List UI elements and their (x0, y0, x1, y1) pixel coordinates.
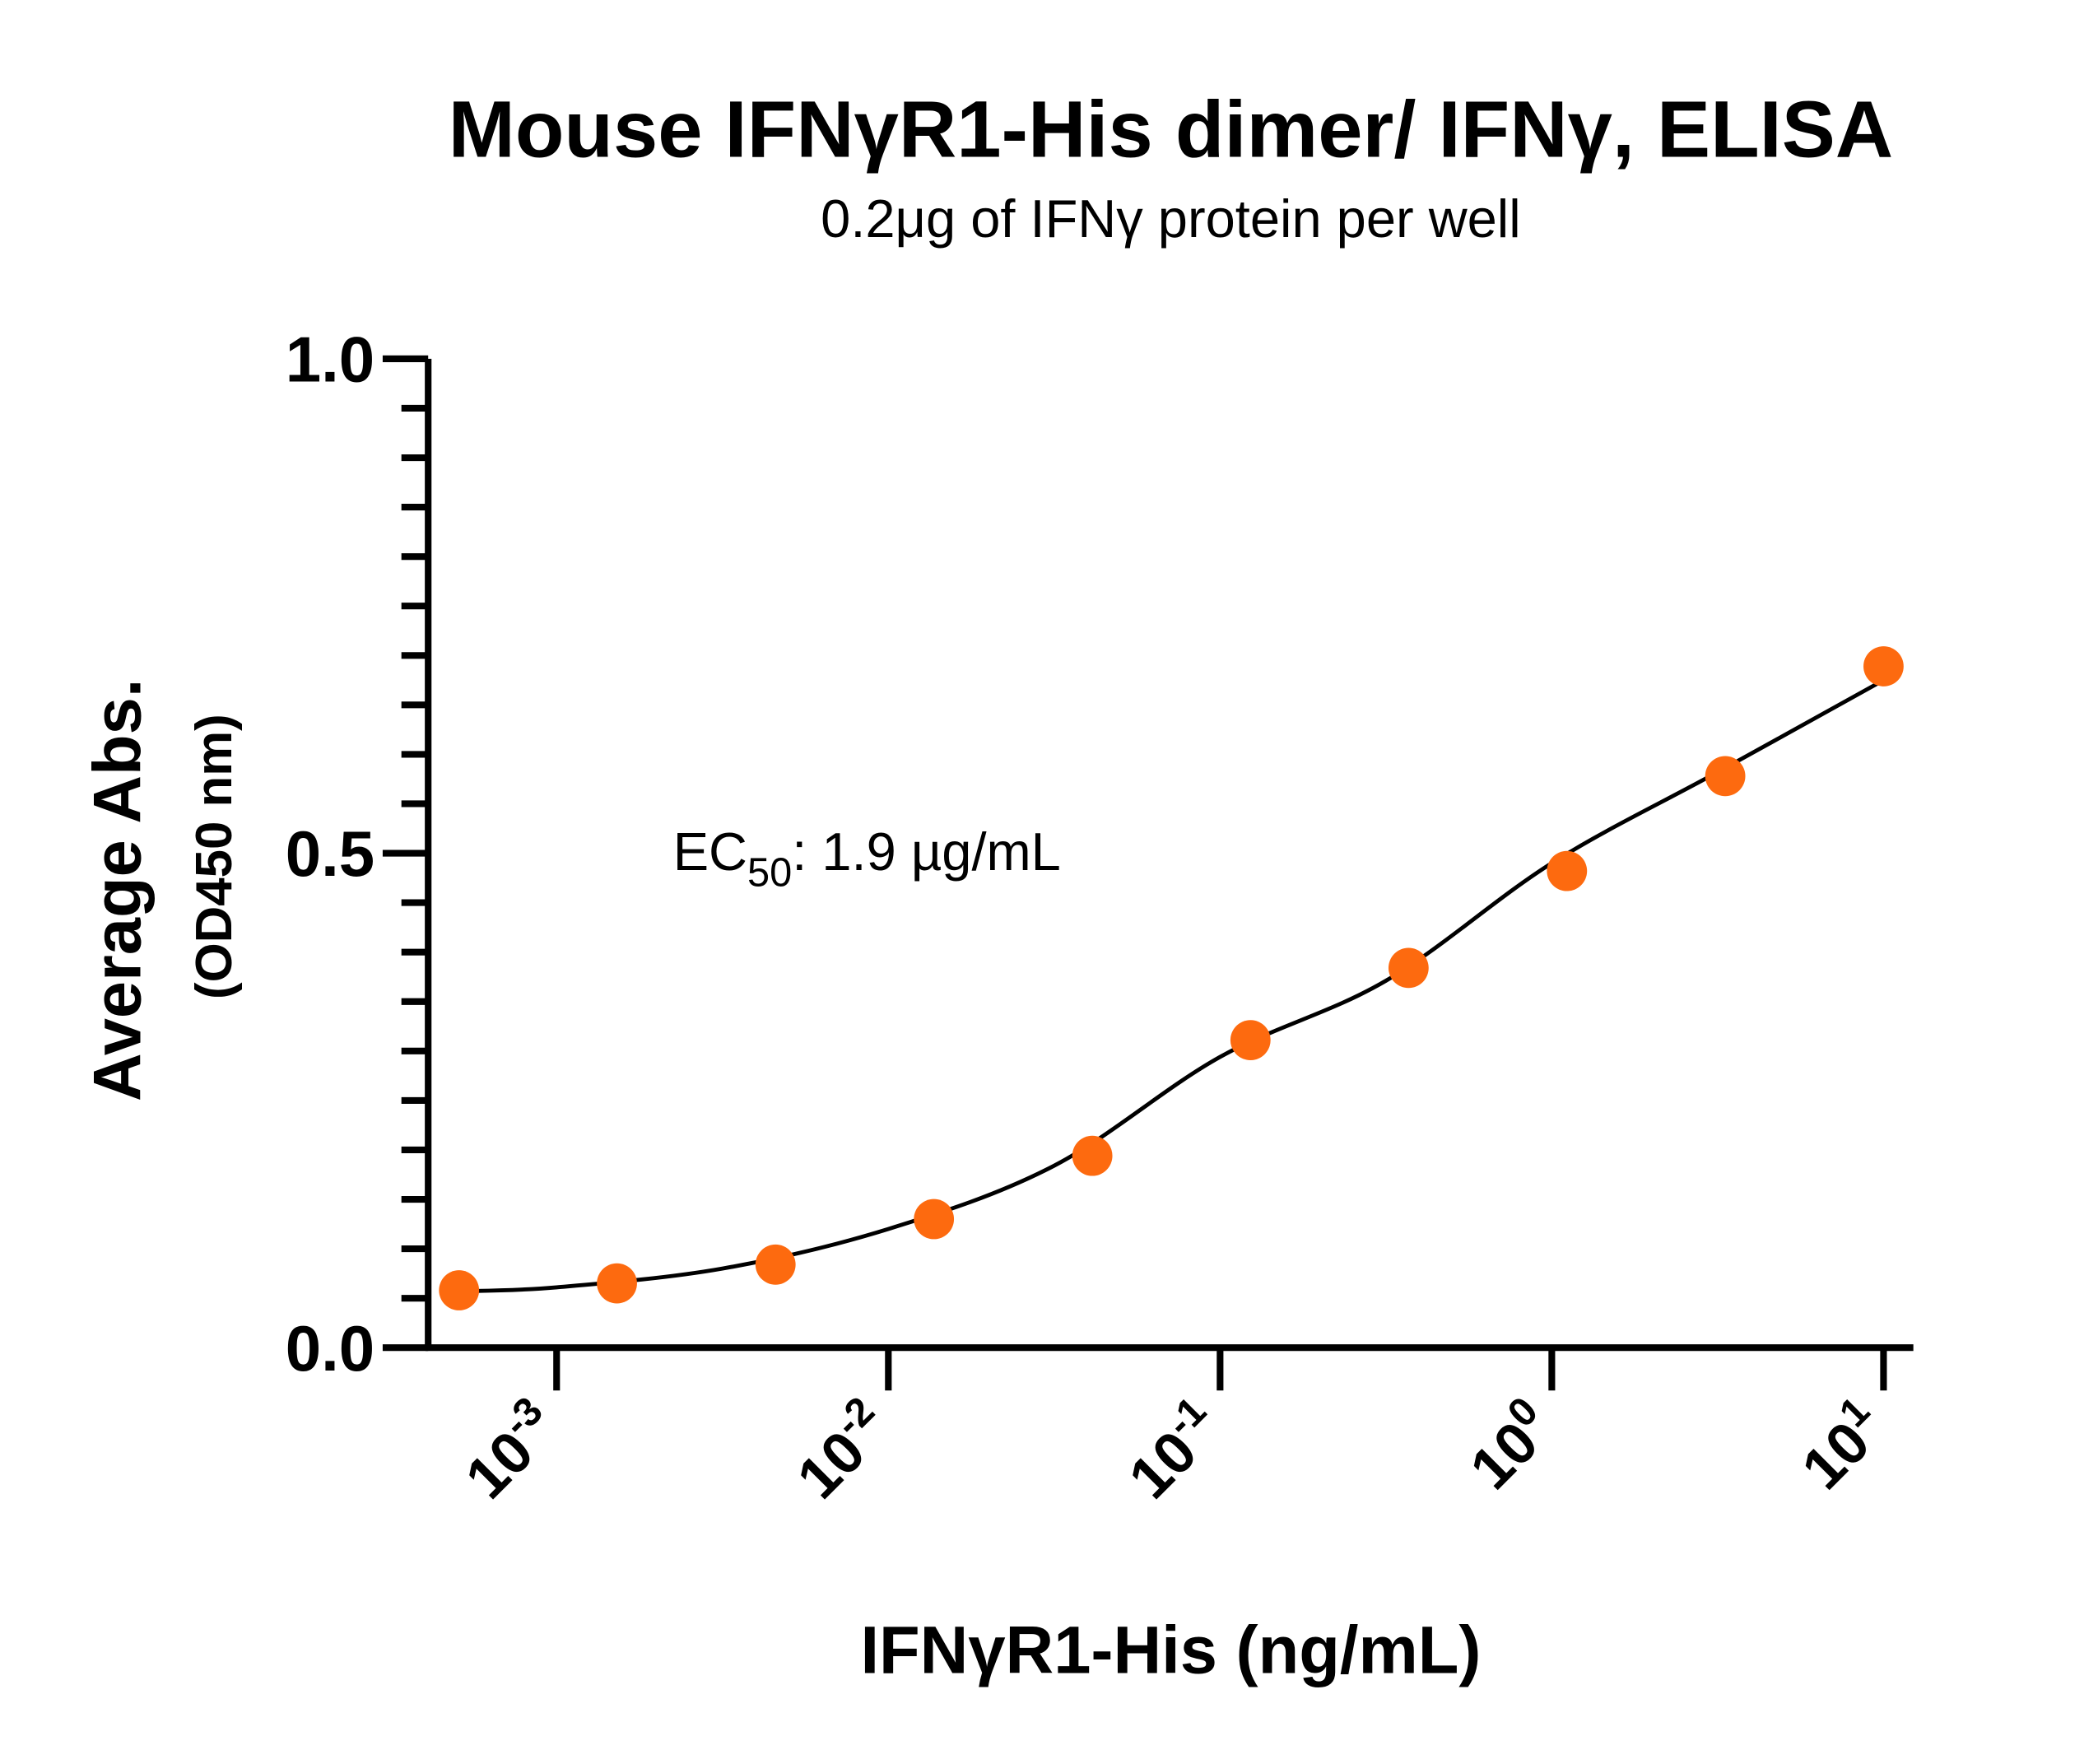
x-tick-label: 10-2 (780, 1389, 903, 1511)
x-tick-label: 101 (1784, 1389, 1898, 1502)
annotation-sub: 50 (747, 850, 792, 895)
data-point (1705, 756, 1746, 797)
chart-subtitle: 0.2μg of IFNγ protein per well (821, 189, 1521, 249)
data-point (1388, 947, 1429, 989)
annotation-text: EC (673, 821, 747, 882)
x-tick-label: 10-1 (1112, 1389, 1235, 1511)
y-axis-label: Average Abs. (81, 679, 156, 1101)
y-tick-label: 0.0 (286, 1312, 374, 1385)
data-point (755, 1244, 796, 1285)
data-point (914, 1198, 955, 1240)
y-axis-label: (OD450 nm) (186, 714, 243, 999)
x-tick-label: 100 (1453, 1389, 1566, 1502)
annotation: EC50: 1.9 µg/mL (673, 821, 1061, 896)
x-tick-label: 10-3 (449, 1389, 571, 1511)
y-tick-label: 1.0 (286, 323, 374, 396)
fit-curve (458, 678, 1885, 1294)
y-tick-label: 0.5 (286, 817, 374, 890)
data-point (439, 1270, 480, 1310)
data-point (1863, 646, 1904, 687)
annotation-rest: : 1.9 µg/mL (792, 821, 1061, 882)
data-point (1547, 850, 1588, 891)
data-point (597, 1263, 637, 1304)
chart-title: Mouse IFNγR1-His dimer/ IFNγ, ELISA (449, 84, 1894, 174)
data-point (1072, 1135, 1113, 1176)
data-point (1230, 1020, 1271, 1060)
x-axis-label: IFNγR1-His (ng/mL) (860, 1613, 1481, 1687)
